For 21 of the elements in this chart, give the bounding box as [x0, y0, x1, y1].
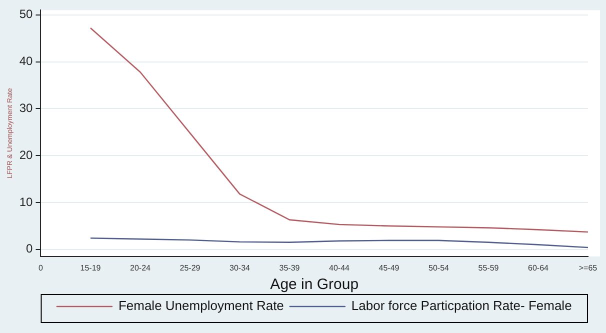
x-tick-label: 35-39	[279, 263, 300, 272]
x-tick-label: 45-49	[378, 263, 400, 272]
x-axis-title: Age in Group	[270, 276, 359, 294]
x-tick-label: 60-64	[528, 263, 550, 272]
x-tick-label: 50-54	[428, 263, 450, 272]
x-tick-label: >=65	[578, 263, 598, 272]
x-tick-label: 25-29	[180, 263, 201, 272]
y-tick-label: 40	[19, 54, 34, 68]
x-tick-label: 30-34	[230, 263, 251, 272]
legend-label: Labor force Particpation Rate- Female	[351, 298, 572, 314]
x-tick-label: 20-24	[130, 263, 152, 272]
y-tick-label: 0	[26, 242, 34, 256]
x-tick-label: 55-59	[478, 263, 500, 272]
x-tick-label: 0	[38, 263, 44, 272]
y-tick-label: 30	[19, 100, 34, 115]
y-tick-label: 20	[19, 148, 34, 162]
x-tick-label: 40-44	[329, 263, 350, 272]
x-tick-label: 15-19	[80, 263, 102, 272]
legend-label: Female Unemployment Rate	[118, 298, 284, 314]
y-tick-label: 50	[19, 7, 34, 22]
y-tick-label: 10	[19, 194, 34, 209]
